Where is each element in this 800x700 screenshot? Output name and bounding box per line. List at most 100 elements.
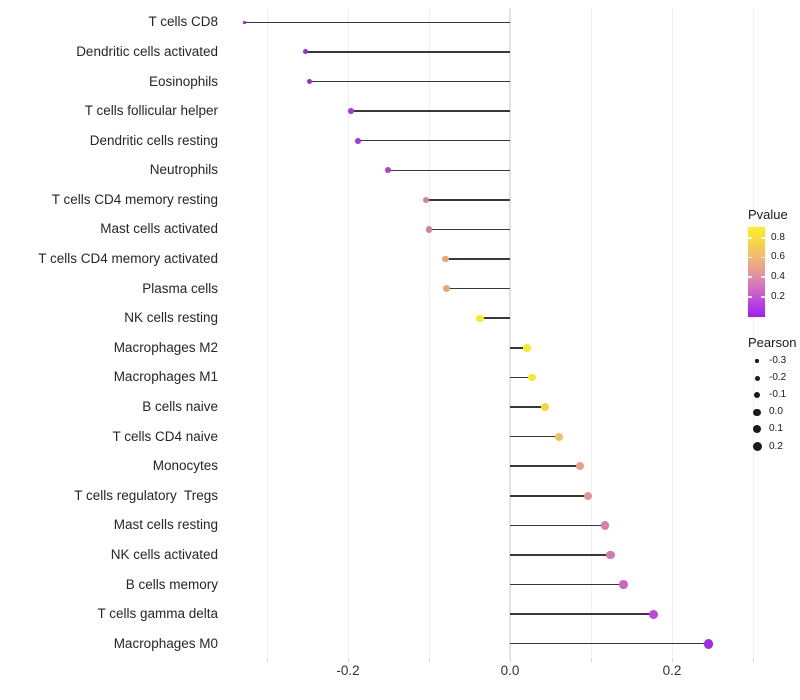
pearson-legend-dot [754, 375, 760, 381]
pvalue-legend-title: Pvalue [748, 207, 788, 222]
lollipop-stem [510, 465, 580, 467]
lollipop-stem [305, 51, 510, 53]
lollipop-point [476, 314, 484, 322]
lollipop-stem [510, 524, 605, 527]
x-axis-tick [267, 658, 268, 662]
colorbar-tick [761, 237, 765, 239]
lollipop-stem [510, 376, 532, 379]
lollipop-stem [445, 258, 510, 260]
y-axis-label: Dendritic cells activated [76, 43, 218, 59]
pearson-legend-label: 0.1 [769, 423, 783, 435]
lollipop-stem [510, 554, 611, 556]
lollipop-stem [510, 613, 654, 615]
lollipop-point [528, 373, 536, 382]
lollipop-stem [480, 317, 510, 319]
y-axis-label: Macrophages M0 [113, 635, 218, 651]
lollipop-point [243, 21, 246, 24]
x-axis-tick [672, 658, 673, 662]
lollipop-stem [309, 80, 510, 83]
lollipop-point [540, 403, 549, 411]
lollipop-stem [351, 110, 510, 112]
lollipop-point [348, 108, 354, 114]
lollipop-point [384, 167, 391, 174]
pearson-legend-dot [755, 359, 759, 363]
x-axis-tick [753, 658, 754, 662]
y-axis-label: NK cells activated [110, 546, 218, 562]
lollipop-point [648, 609, 658, 619]
y-axis-label: T cells gamma delta [97, 606, 218, 622]
pearson-legend-label: -0.1 [769, 389, 787, 401]
pearson-legend-dot [752, 425, 762, 434]
gridline [753, 8, 754, 658]
pearson-legend-label: -0.2 [769, 372, 787, 384]
x-axis-tick [429, 658, 430, 662]
lollipop-point [425, 226, 433, 233]
y-axis-label: T cells CD4 naive [112, 428, 218, 444]
lollipop-point [443, 285, 451, 293]
y-axis-label: T cells regulatory Tregs [74, 487, 218, 503]
lollipop-stem [429, 228, 510, 231]
pearson-legend-title: Pearson [748, 335, 797, 350]
colorbar-tick [748, 237, 752, 239]
x-axis-tick [510, 658, 511, 662]
lollipop-stem [446, 287, 510, 290]
pearson-legend-dot [753, 408, 761, 416]
y-axis-label: Eosinophils [148, 73, 218, 89]
pearson-legend-dot [752, 442, 762, 451]
lollipop-point [306, 79, 312, 84]
y-axis-label: Dendritic cells resting [89, 132, 218, 148]
x-axis-tick-label: 0.0 [500, 663, 520, 678]
lollipop-stem [510, 583, 624, 586]
y-axis-label: Mast cells activated [100, 221, 218, 237]
plot-panel [228, 8, 795, 658]
colorbar-tick [761, 276, 765, 278]
y-axis-label: T cells follicular helper [84, 103, 218, 119]
colorbar-tick [748, 256, 752, 258]
x-axis-tick-label: -0.2 [336, 663, 360, 678]
lollipop-point [703, 638, 714, 649]
y-axis-label: Macrophages M1 [113, 369, 218, 385]
lollipop-point [422, 196, 430, 204]
lollipop-stem [244, 21, 510, 24]
lollipop-stem [510, 406, 545, 408]
lollipop-point [600, 521, 609, 530]
colorbar-tick-label: 0.2 [771, 290, 785, 302]
gridline [429, 8, 430, 658]
colorbar-tick [748, 296, 752, 298]
lollipop-point [619, 580, 628, 589]
y-axis-label: T cells CD4 memory resting [51, 191, 218, 207]
gridline [267, 8, 268, 658]
pearson-legend-label: 0.2 [769, 440, 783, 452]
pearson-legend-label: 0.0 [769, 406, 783, 418]
y-axis-label: NK cells resting [124, 310, 218, 326]
y-axis-label: B cells naive [142, 399, 218, 414]
gridline [348, 8, 349, 658]
y-axis-label: Plasma cells [142, 280, 218, 296]
colorbar-tick-label: 0.4 [771, 270, 785, 282]
colorbar-tick [761, 296, 765, 298]
lollipop-point [441, 255, 449, 263]
y-axis-label: Macrophages M2 [113, 339, 218, 355]
lollipop-stem [510, 435, 560, 438]
lollipop-point [303, 49, 309, 55]
colorbar-tick-label: 0.6 [771, 251, 785, 262]
colorbar-tick [761, 256, 765, 258]
y-axis-label: Neutrophils [149, 162, 218, 178]
lollipop-stem [387, 169, 510, 171]
x-axis-tick [348, 658, 349, 662]
gridline [672, 8, 673, 658]
lollipop-stem [510, 495, 588, 497]
x-axis-tick [591, 658, 592, 662]
lollipop-stem [510, 347, 527, 349]
colorbar-tick [748, 276, 752, 278]
y-axis-label: Monocytes [152, 458, 218, 474]
y-axis-label: T cells CD4 memory activated [38, 251, 218, 266]
lollipop-point [354, 137, 361, 144]
lollipop-point [583, 491, 592, 500]
lollipop-point [523, 344, 531, 352]
gridline [591, 8, 592, 658]
lollipop-stem [357, 139, 510, 142]
colorbar-tick-label: 0.8 [771, 231, 785, 243]
zero-axis-line [509, 8, 511, 658]
